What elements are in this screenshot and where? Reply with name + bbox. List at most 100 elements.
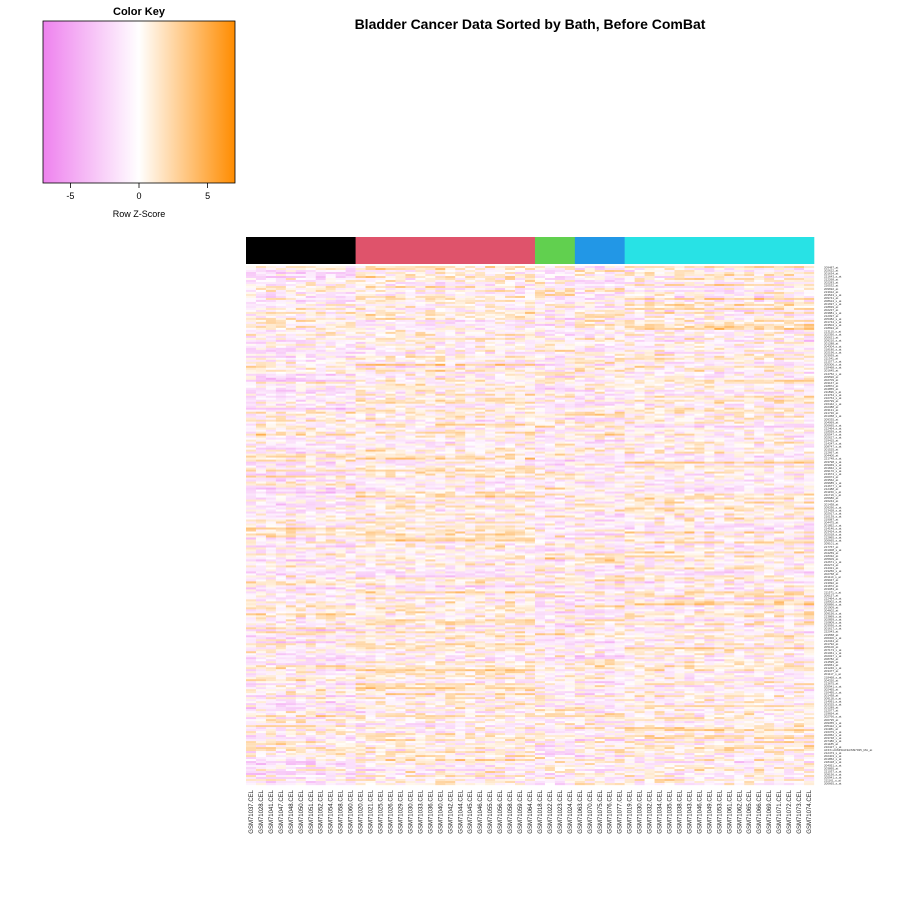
heatmap-cell: [654, 427, 665, 430]
heatmap-cell: [295, 315, 306, 319]
heatmap-cell: [664, 327, 675, 331]
heatmap-cell: [305, 345, 316, 348]
color-key-gradient: [42, 20, 236, 184]
heatmap-cell: [744, 301, 755, 305]
heatmap-cell: [644, 351, 655, 354]
heatmap-cell: [534, 373, 546, 376]
heatmap-cell: [335, 399, 346, 402]
heatmap-cell: [345, 301, 356, 305]
heatmap-cell: [355, 275, 366, 279]
heatmap-cell: [385, 433, 396, 436]
heatmap-cell: [505, 319, 516, 323]
heatmap-cell: [564, 379, 575, 382]
heatmap-cell: [584, 381, 595, 384]
heatmap-cell: [495, 401, 506, 404]
heatmap-cell: [275, 341, 286, 344]
heatmap-cell: [335, 285, 346, 289]
heatmap-cell: [495, 341, 506, 344]
heatmap-cell: [624, 273, 635, 277]
heatmap-cell: [515, 293, 526, 297]
heatmap-cell: [365, 279, 376, 283]
heatmap-cell: [495, 347, 506, 350]
heatmap-cell: [614, 325, 625, 329]
heatmap-cell: [574, 411, 585, 414]
heatmap-cell: [784, 431, 795, 434]
heatmap-cell: [804, 321, 815, 325]
heatmap-cell: [265, 279, 277, 283]
heatmap-cell: [754, 271, 765, 275]
heatmap-cell: [544, 343, 556, 346]
heatmap-cell: [544, 397, 556, 400]
heatmap-cell: [714, 309, 725, 313]
heatmap-cell: [275, 347, 286, 350]
heatmap-cell: [584, 393, 595, 396]
heatmap-cell: [385, 333, 396, 337]
heatmap-cell: [784, 413, 795, 416]
heatmap-cell: [684, 383, 695, 386]
heatmap-cell: [724, 301, 735, 305]
heatmap-cell: [285, 285, 296, 289]
heatmap-cell: [445, 387, 456, 390]
heatmap-cell: [295, 431, 306, 434]
heatmap-cell: [614, 391, 625, 394]
heatmap-cell: [584, 266, 595, 269]
heatmap-cell: [674, 309, 685, 313]
heatmap-cell: [624, 411, 635, 414]
heatmap-cell: [465, 357, 476, 360]
heatmap-cell: [285, 393, 296, 396]
heatmap-cell: [694, 423, 705, 426]
heatmap-cell: [485, 375, 496, 378]
heatmap-cell: [395, 343, 406, 346]
heatmap-cell: [475, 283, 486, 287]
heatmap-cell: [644, 377, 655, 380]
heatmap-cell: [764, 337, 775, 341]
heatmap-cell: [395, 415, 406, 418]
heatmap-cell: [265, 309, 277, 313]
heatmap-cell: [724, 353, 735, 356]
heatmap-cell: [305, 295, 316, 299]
heatmap-cell: [265, 379, 277, 382]
heatmap-cell: [515, 423, 526, 426]
heatmap-cell: [305, 373, 316, 376]
heatmap-cell: [714, 331, 725, 335]
heatmap-cell: [804, 273, 815, 277]
heatmap-cell: [255, 341, 267, 344]
heatmap-cell: [694, 415, 705, 418]
heatmap-cell: [365, 353, 376, 356]
heatmap-cell: [405, 347, 416, 350]
heatmap-cell: [445, 317, 456, 321]
heatmap-cell: [794, 371, 805, 374]
heatmap-cell: [634, 391, 645, 394]
heatmap-cell: [365, 349, 376, 352]
heatmap-cell: [634, 397, 645, 400]
heatmap-cell: [724, 321, 735, 325]
heatmap-cell: [794, 315, 805, 319]
heatmap-cell: [355, 297, 366, 301]
heatmap-cell: [614, 407, 625, 410]
heatmap-cell: [784, 277, 795, 281]
heatmap-cell: [594, 347, 605, 350]
heatmap-cell: [544, 269, 556, 273]
heatmap-cell: [694, 309, 705, 313]
heatmap-cell: [375, 413, 386, 416]
heatmap-cell: [714, 303, 725, 307]
heatmap-cell: [455, 385, 466, 388]
heatmap-cell: [534, 281, 546, 285]
heatmap-cell: [604, 289, 615, 293]
heatmap-cell: [265, 401, 277, 404]
heatmap-cell: [255, 325, 267, 329]
heatmap-cell: [804, 407, 815, 410]
heatmap-cell: [634, 385, 645, 388]
heatmap-cell: [604, 409, 615, 412]
heatmap-cell: [714, 311, 725, 315]
heatmap-cell: [744, 399, 755, 402]
heatmap-cell: [604, 361, 615, 364]
heatmap-cell: [255, 329, 267, 333]
heatmap-cell: [624, 367, 635, 370]
heatmap-cell: [684, 305, 695, 309]
heatmap-cell: [445, 301, 456, 305]
heatmap-cell: [525, 307, 536, 311]
heatmap-cell: [335, 405, 346, 408]
heatmap-cell: [495, 279, 506, 283]
heatmap-cell: [515, 291, 526, 295]
